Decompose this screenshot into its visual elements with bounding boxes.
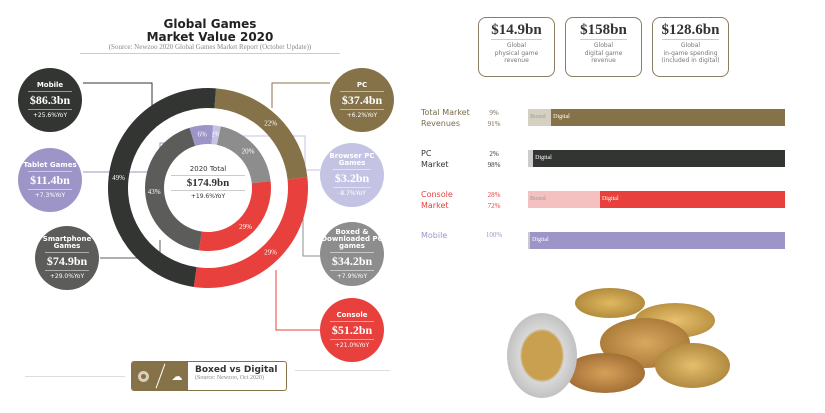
card-value: $14.9bn bbox=[491, 22, 542, 40]
boxed-pct: 2% bbox=[489, 150, 499, 158]
card-value: $158bn bbox=[580, 22, 627, 40]
inner-label: 43% bbox=[148, 188, 161, 196]
row-label: Total Market Revenues bbox=[421, 108, 470, 128]
inner-slice-tablet-games bbox=[189, 125, 214, 146]
bar-boxed: Boxed bbox=[528, 109, 552, 126]
bubble-yoy: +25.6%YoY bbox=[32, 111, 68, 119]
outer-slice-console bbox=[193, 177, 308, 289]
bubble-yoy: +29.0%YoY bbox=[49, 273, 85, 280]
chart-title: Global Games Market Value 2020 bbox=[146, 17, 274, 44]
footer-source: (Source: Newzoo, Oct 2020) bbox=[195, 375, 264, 381]
outer-label: 49% bbox=[112, 174, 125, 182]
bubble-boxed-downloaded-pc-games: Boxed & Downloaded PC games $34.2bn +7.9%Y… bbox=[320, 222, 384, 286]
bar-boxed: Boxed bbox=[528, 191, 600, 208]
outer-slice-mobile bbox=[108, 88, 216, 287]
digital-pct: 100% bbox=[485, 231, 503, 239]
card-ingame: $128.6bn Global in-game spending (include… bbox=[652, 17, 729, 77]
bubble-yoy: +21.0%YoY bbox=[334, 341, 370, 349]
bubble-browser-pc-games: Browser PC Games $3.2bn -8.7%YoY bbox=[320, 143, 384, 207]
digital-pct: 91% bbox=[487, 120, 501, 128]
inner-slice-boxed-downloaded-pc-games bbox=[216, 126, 271, 184]
row-label: PC Market bbox=[421, 149, 449, 169]
inner-label: 6% bbox=[197, 130, 207, 138]
bubble-yoy: +6.2%YoY bbox=[346, 111, 378, 119]
bubble-name: Browser PC Games bbox=[329, 152, 375, 167]
bar-boxed bbox=[528, 150, 534, 167]
inner-slice-console bbox=[199, 181, 272, 251]
bubble-name: PC bbox=[356, 80, 368, 89]
cloud-download-icon: ☁ bbox=[171, 369, 183, 383]
bubble-name: Mobile bbox=[36, 80, 64, 89]
bubble-pc: PC $37.4bn +6.2%YoY bbox=[330, 68, 394, 132]
inner-label: 20% bbox=[242, 148, 255, 156]
outer-slice-pc bbox=[214, 88, 308, 180]
center-label: 2020 Total bbox=[189, 165, 227, 173]
bar-row: Boxed Digital bbox=[528, 109, 785, 126]
bubble-console: Console $51.2bn +21.0%YoY bbox=[320, 298, 384, 362]
card-digital: $158bn Global digital game revenue bbox=[565, 17, 642, 77]
bar-row: Boxed Digital bbox=[528, 191, 785, 208]
inner-label: 2% bbox=[211, 131, 221, 139]
coins-photo bbox=[505, 268, 735, 408]
boxed-pct: 9% bbox=[489, 109, 499, 117]
outer-label: 29% bbox=[264, 249, 277, 257]
inner-label: 29% bbox=[239, 223, 252, 231]
connector-line bbox=[216, 135, 320, 171]
bar-row: Digital bbox=[528, 150, 785, 167]
bubble-yoy: +7.9%YoY bbox=[336, 272, 368, 280]
bubble-yoy: -8.7%YoY bbox=[338, 190, 366, 197]
bubble-value: $3.2bn bbox=[332, 169, 372, 188]
card-value: $128.6bn bbox=[661, 22, 720, 40]
bubble-name: Tablet Games bbox=[23, 160, 77, 169]
outer-label: 22% bbox=[264, 119, 277, 127]
boxed-pct: 28% bbox=[487, 191, 501, 199]
connector-line bbox=[83, 82, 153, 110]
bubble-name: Console bbox=[336, 310, 368, 319]
bubble-smartphone-games: Smartphone Games $74.9bn +29.0%YoY bbox=[35, 226, 99, 290]
bubble-value: $37.4bn bbox=[339, 90, 385, 110]
center-total: 2020 Total $174.9bn +19.6%YoY bbox=[165, 165, 251, 200]
center-value: $174.9bn bbox=[171, 175, 245, 191]
bar-digital: Digital bbox=[599, 191, 785, 208]
divider bbox=[295, 370, 390, 371]
digital-pct: 98% bbox=[487, 161, 501, 169]
bubble-name: Boxed & Downloaded PC games bbox=[321, 227, 383, 250]
card-desc: Global physical game revenue bbox=[494, 42, 539, 64]
bar-digital: Digital bbox=[533, 150, 785, 167]
chart-source: (Source: Newzoo 2020 Global Games Market… bbox=[80, 43, 340, 54]
slash-divider bbox=[155, 363, 165, 389]
connector-line bbox=[271, 82, 330, 108]
inner-slice-browser-pc-games bbox=[211, 125, 221, 145]
bubble-tablet-games: Tablet Games $11.4bn +7.3%YoY bbox=[18, 148, 82, 212]
center-yoy: +19.6%YoY bbox=[190, 193, 226, 200]
bar-digital: Digital bbox=[530, 232, 785, 249]
bubble-value: $34.2bn bbox=[329, 251, 375, 271]
card-desc: Global digital game revenue bbox=[584, 42, 623, 64]
digital-pct: 72% bbox=[487, 202, 501, 210]
bubble-value: $11.4bn bbox=[28, 170, 72, 190]
bubble-name: Smartphone Games bbox=[42, 235, 92, 250]
bar-digital: Digital bbox=[551, 109, 785, 126]
bubble-mobile: Mobile $86.3bn +25.6%YoY bbox=[18, 68, 82, 132]
bubble-value: $74.9bn bbox=[44, 252, 90, 271]
bubble-value: $51.2bn bbox=[329, 320, 375, 340]
inner-slice-smartphone-games bbox=[145, 127, 202, 251]
bar-boxed bbox=[528, 232, 530, 249]
row-label: Mobile bbox=[421, 231, 448, 240]
connector-line bbox=[275, 270, 320, 331]
donut-chart: 22% 29% 49% 2% 20% 29% 43% 6% bbox=[83, 82, 330, 331]
card-desc: Global in-game spending (included in dig… bbox=[661, 42, 720, 64]
bar-row: Digital bbox=[528, 232, 785, 249]
boxed-vs-digital-header: ☁ Boxed vs Digital (Source: Newzoo, Oct … bbox=[131, 361, 287, 391]
footer-title: Boxed vs Digital bbox=[195, 365, 278, 375]
row-label: Console Market bbox=[421, 190, 453, 210]
bubble-yoy: +7.3%YoY bbox=[34, 191, 66, 199]
divider bbox=[25, 376, 125, 377]
disc-icon bbox=[137, 370, 149, 382]
card-physical: $14.9bn Global physical game revenue bbox=[478, 17, 555, 77]
bubble-value: $86.3bn bbox=[27, 90, 73, 110]
